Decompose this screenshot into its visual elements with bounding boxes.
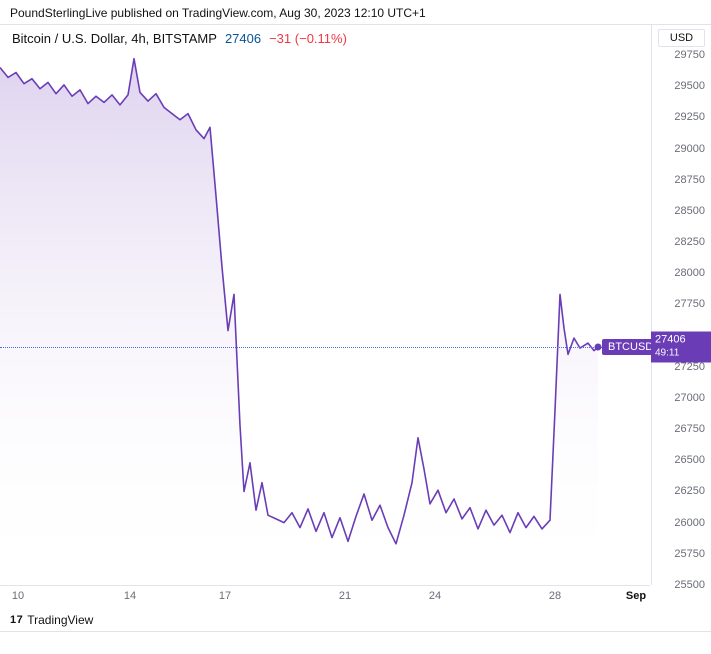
plot-area[interactable]: BTCUSD: [0, 25, 650, 585]
price-axis-badge-value: 27406: [655, 333, 707, 347]
symbol-last-price: 27406: [225, 31, 261, 46]
y-tick: 25750: [655, 548, 705, 560]
y-tick: 26000: [655, 517, 705, 529]
y-axis[interactable]: USD 255002575026000262502650026750270002…: [651, 25, 711, 585]
x-axis[interactable]: 10 14 17 21 24 28 Sep: [0, 585, 650, 609]
y-tick: 29500: [655, 80, 705, 92]
y-tick: 28250: [655, 236, 705, 248]
y-tick: 27000: [655, 392, 705, 404]
chart-svg: [0, 25, 650, 585]
x-tick: 21: [339, 590, 351, 602]
x-tick: Sep: [626, 590, 646, 602]
attribution-footer: 17 TradingView: [0, 609, 711, 631]
last-price-dot: [595, 344, 602, 351]
x-tick: 24: [429, 590, 441, 602]
y-tick: 27750: [655, 298, 705, 310]
x-tick: 14: [124, 590, 136, 602]
price-axis-badge: 27406 49:11: [651, 332, 711, 363]
y-tick: 29000: [655, 143, 705, 155]
y-tick: 28750: [655, 174, 705, 186]
symbol-change: −31 (−0.11%): [269, 31, 347, 46]
tradingview-logo-icon: 17: [10, 614, 23, 626]
y-tick: 26750: [655, 423, 705, 435]
symbol-legend[interactable]: Bitcoin / U.S. Dollar, 4h, BITSTAMP 2740…: [12, 31, 347, 46]
y-axis-unit-button[interactable]: USD: [658, 29, 705, 47]
x-tick: 28: [549, 590, 561, 602]
y-tick: 28000: [655, 267, 705, 279]
y-tick: 26500: [655, 454, 705, 466]
x-tick: 17: [219, 590, 231, 602]
y-tick: 26250: [655, 485, 705, 497]
publish-caption: PoundSterlingLive published on TradingVi…: [0, 0, 711, 24]
y-tick: 29750: [655, 49, 705, 61]
y-tick: 25500: [655, 579, 705, 591]
x-tick: 10: [12, 590, 24, 602]
chart-container: Bitcoin / U.S. Dollar, 4h, BITSTAMP 2740…: [0, 24, 711, 632]
y-tick: 29250: [655, 111, 705, 123]
tradingview-brand: TradingView: [27, 613, 93, 627]
y-tick: 28500: [655, 205, 705, 217]
last-price-line: [0, 347, 650, 348]
price-axis-badge-countdown: 49:11: [655, 347, 707, 361]
symbol-title: Bitcoin / U.S. Dollar, 4h, BITSTAMP: [12, 31, 217, 46]
